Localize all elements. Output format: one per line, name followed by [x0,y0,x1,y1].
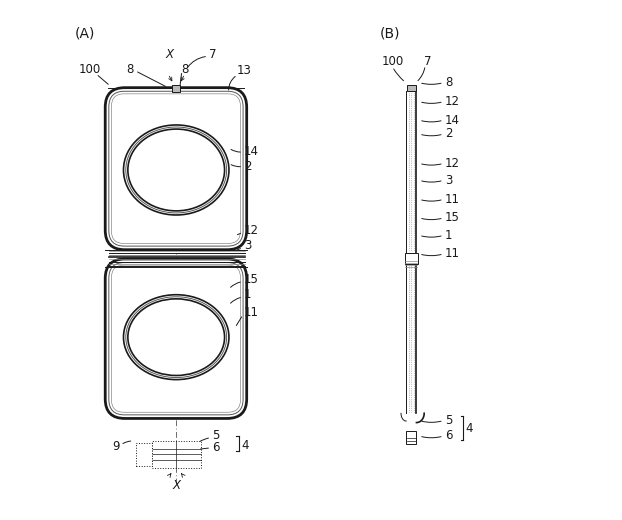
Text: 100: 100 [78,63,101,76]
Text: 3: 3 [445,174,452,187]
Text: 8: 8 [445,76,452,89]
Bar [407,85,416,92]
Bar [152,441,201,468]
Text: 11: 11 [445,248,460,261]
Text: 15: 15 [244,273,259,286]
Text: 13: 13 [236,64,251,77]
Bar [136,443,152,466]
Bar [406,431,417,444]
Text: 2: 2 [244,160,252,173]
Text: (B): (B) [379,27,400,41]
Text: 1: 1 [244,289,252,302]
Bar [405,253,418,264]
Bar [172,85,180,92]
Text: 4: 4 [465,422,473,435]
Text: 6: 6 [445,430,452,443]
Text: 11: 11 [445,193,460,206]
Text: 4: 4 [241,439,249,452]
Text: 7: 7 [209,48,216,61]
Text: 12: 12 [244,224,259,237]
Text: 6: 6 [212,441,220,454]
Text: 9: 9 [112,440,119,453]
Text: 100: 100 [382,56,404,69]
Text: (A): (A) [75,27,95,41]
Text: 15: 15 [445,211,460,224]
FancyBboxPatch shape [105,259,247,419]
Text: 12: 12 [445,95,460,108]
Text: 5: 5 [212,430,220,443]
Text: 7: 7 [424,56,432,69]
Text: 14: 14 [445,113,460,126]
Text: X: X [165,48,173,61]
Text: 1: 1 [445,229,452,242]
Text: 11: 11 [244,306,259,319]
FancyBboxPatch shape [105,88,247,250]
Text: 8: 8 [182,63,188,76]
Text: 14: 14 [244,146,259,159]
Text: 12: 12 [445,157,460,170]
Text: 8: 8 [127,63,134,76]
Text: X: X [172,479,180,492]
Text: 3: 3 [244,239,251,252]
Text: 5: 5 [445,414,452,427]
Text: 2: 2 [445,127,452,140]
